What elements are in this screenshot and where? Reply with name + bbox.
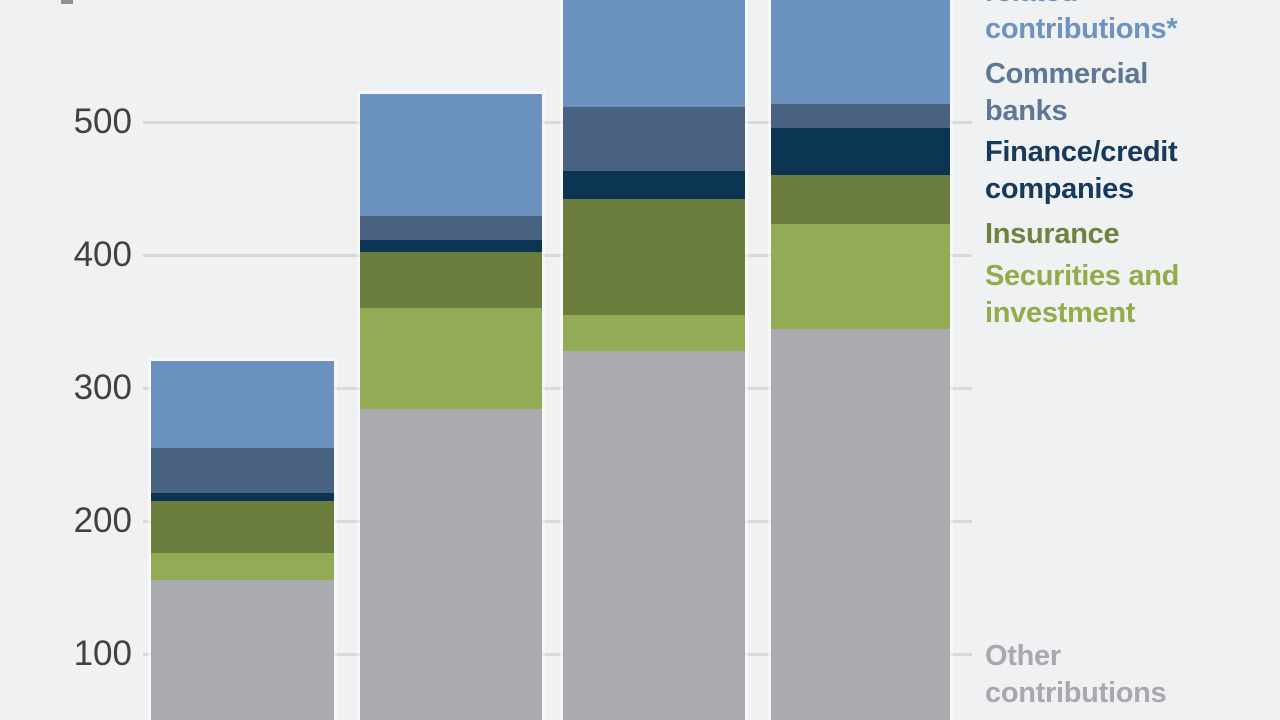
bar-2-segment-other xyxy=(360,409,542,720)
y-axis-label-300: 300 xyxy=(73,368,132,407)
legend-label-line: Commercial xyxy=(985,58,1149,90)
legend-label-line: Insurance xyxy=(985,218,1120,250)
bar-4 xyxy=(768,0,953,720)
legend-label-line: Other xyxy=(985,640,1061,672)
bar-2-segment-related xyxy=(360,94,542,216)
bar-3-segment-finance xyxy=(563,171,745,199)
legend-label-line: Finance/credit xyxy=(985,136,1178,168)
legend-item-securities-and-investment: Securities and investment xyxy=(985,258,1179,332)
bar-3-segment-other xyxy=(563,351,745,720)
y-axis-label-400: 400 xyxy=(73,235,132,274)
legend-label-line: investment xyxy=(985,297,1136,329)
gridline-100 xyxy=(143,653,972,656)
bar-3-segment-securities xyxy=(563,315,745,351)
legend: related contributions* Commercial banks … xyxy=(985,0,1280,720)
gridline-200 xyxy=(143,520,972,523)
y-axis-label-500: 500 xyxy=(73,102,132,141)
bar-4-segment-finance xyxy=(771,128,950,175)
bar-1-segment-other xyxy=(151,580,334,720)
bar-1-segment-commercial xyxy=(151,448,334,493)
legend-item-insurance: Insurance xyxy=(985,216,1120,253)
bar-1-segment-related xyxy=(151,361,334,448)
bar-2-segment-commercial xyxy=(360,216,542,240)
y-axis-label-100: 100 xyxy=(73,634,132,673)
bar-3-segment-commercial xyxy=(563,107,745,171)
legend-item-commercial-banks: Commercial banks xyxy=(985,56,1148,130)
bar-1 xyxy=(148,358,337,720)
legend-item-related-contributions: related contributions* xyxy=(985,0,1178,48)
bar-2 xyxy=(357,91,545,720)
legend-item-other-contributions: Other contributions xyxy=(985,638,1167,712)
y-axis-label-200: 200 xyxy=(73,501,132,540)
bar-2-segment-insurance xyxy=(360,252,542,308)
bar-4-segment-other xyxy=(771,329,950,720)
bar-4-segment-commercial xyxy=(771,104,950,128)
bar-1-segment-securities xyxy=(151,553,334,580)
legend-label-line: banks xyxy=(985,95,1068,127)
bar-2-segment-finance xyxy=(360,240,542,252)
bar-4-segment-related xyxy=(771,0,950,104)
bar-1-segment-finance xyxy=(151,493,334,501)
bar-3-segment-insurance xyxy=(563,199,745,315)
gridline-500 xyxy=(143,121,972,124)
bar-4-segment-securities xyxy=(771,224,950,329)
bar-3 xyxy=(560,0,748,720)
legend-item-finance-credit-companies: Finance/credit companies xyxy=(985,134,1178,208)
gridline-400 xyxy=(143,254,972,257)
legend-label-line: contributions xyxy=(985,677,1167,709)
bar-3-segment-related xyxy=(563,0,745,107)
legend-label-line: contributions* xyxy=(985,13,1178,45)
legend-label-line: related xyxy=(985,0,1177,11)
legend-label-line: companies xyxy=(985,173,1134,205)
gridline-300 xyxy=(143,387,972,390)
bar-4-segment-insurance xyxy=(771,175,950,224)
bar-2-segment-securities xyxy=(360,308,542,409)
bar-1-segment-insurance xyxy=(151,501,334,553)
legend-label-line: Securities and xyxy=(985,260,1180,292)
y-axis-label-600-cropped-fragment xyxy=(61,0,73,4)
